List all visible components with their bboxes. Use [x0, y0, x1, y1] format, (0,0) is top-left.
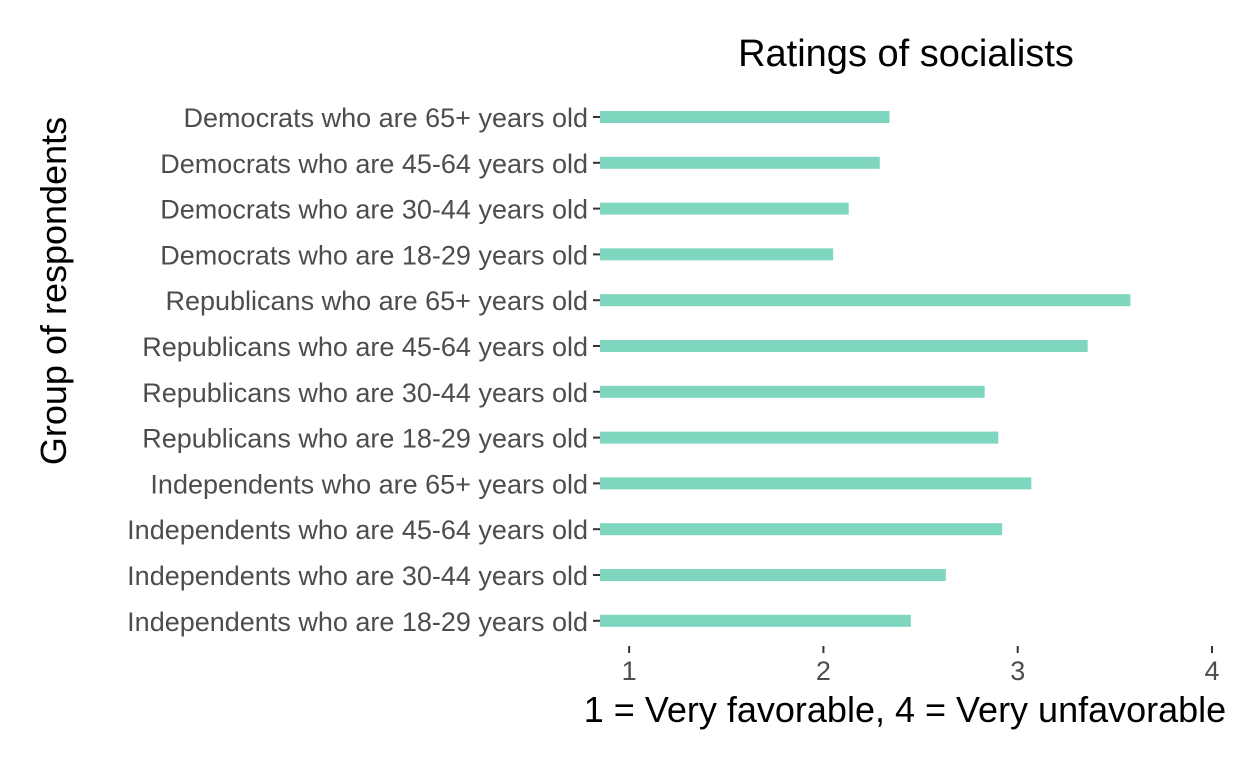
x-axis-ticks: 1 2 3 4	[622, 646, 1220, 686]
category-label: Democrats who are 18-29 years old	[160, 240, 588, 270]
category-label: Republicans who are 30-44 years old	[142, 378, 588, 408]
bar	[600, 477, 1032, 490]
bar	[600, 614, 911, 627]
category-label: Democrats who are 30-44 years old	[160, 195, 588, 225]
bar	[600, 385, 985, 398]
bars-group	[600, 111, 1131, 627]
chart-title: Ratings of socialists	[738, 33, 1074, 75]
bar	[600, 340, 1088, 352]
category-label: Independents who are 45-64 years old	[127, 515, 588, 545]
x-tick-label: 2	[816, 656, 831, 686]
bar	[600, 431, 999, 444]
category-label: Democrats who are 65+ years old	[184, 103, 588, 133]
bar	[600, 111, 890, 123]
x-tick-label: 4	[1204, 656, 1219, 686]
category-label: Democrats who are 45-64 years old	[160, 149, 588, 179]
category-label: Independents who are 65+ years old	[150, 469, 588, 499]
category-label: Independents who are 30-44 years old	[127, 561, 588, 591]
bar	[600, 294, 1131, 307]
bar	[600, 248, 834, 261]
category-labels: Democrats who are 65+ years old Democrats…	[127, 103, 588, 637]
x-tick-label: 3	[1010, 656, 1025, 686]
category-label: Republicans who are 45-64 years old	[142, 332, 588, 362]
category-label: Republicans who are 65+ years old	[165, 286, 588, 316]
y-axis-title: Group of respondents	[33, 117, 74, 465]
x-tick-label: 1	[622, 656, 637, 686]
bar	[600, 523, 1003, 536]
bar	[600, 202, 849, 215]
category-label: Independents who are 18-29 years old	[127, 607, 588, 637]
category-ticks	[593, 116, 600, 622]
x-axis-title: 1 = Very favorable, 4 = Very unfavorable	[584, 689, 1226, 730]
bar	[600, 156, 880, 169]
category-label: Republicans who are 18-29 years old	[142, 424, 588, 454]
bar	[600, 569, 946, 581]
